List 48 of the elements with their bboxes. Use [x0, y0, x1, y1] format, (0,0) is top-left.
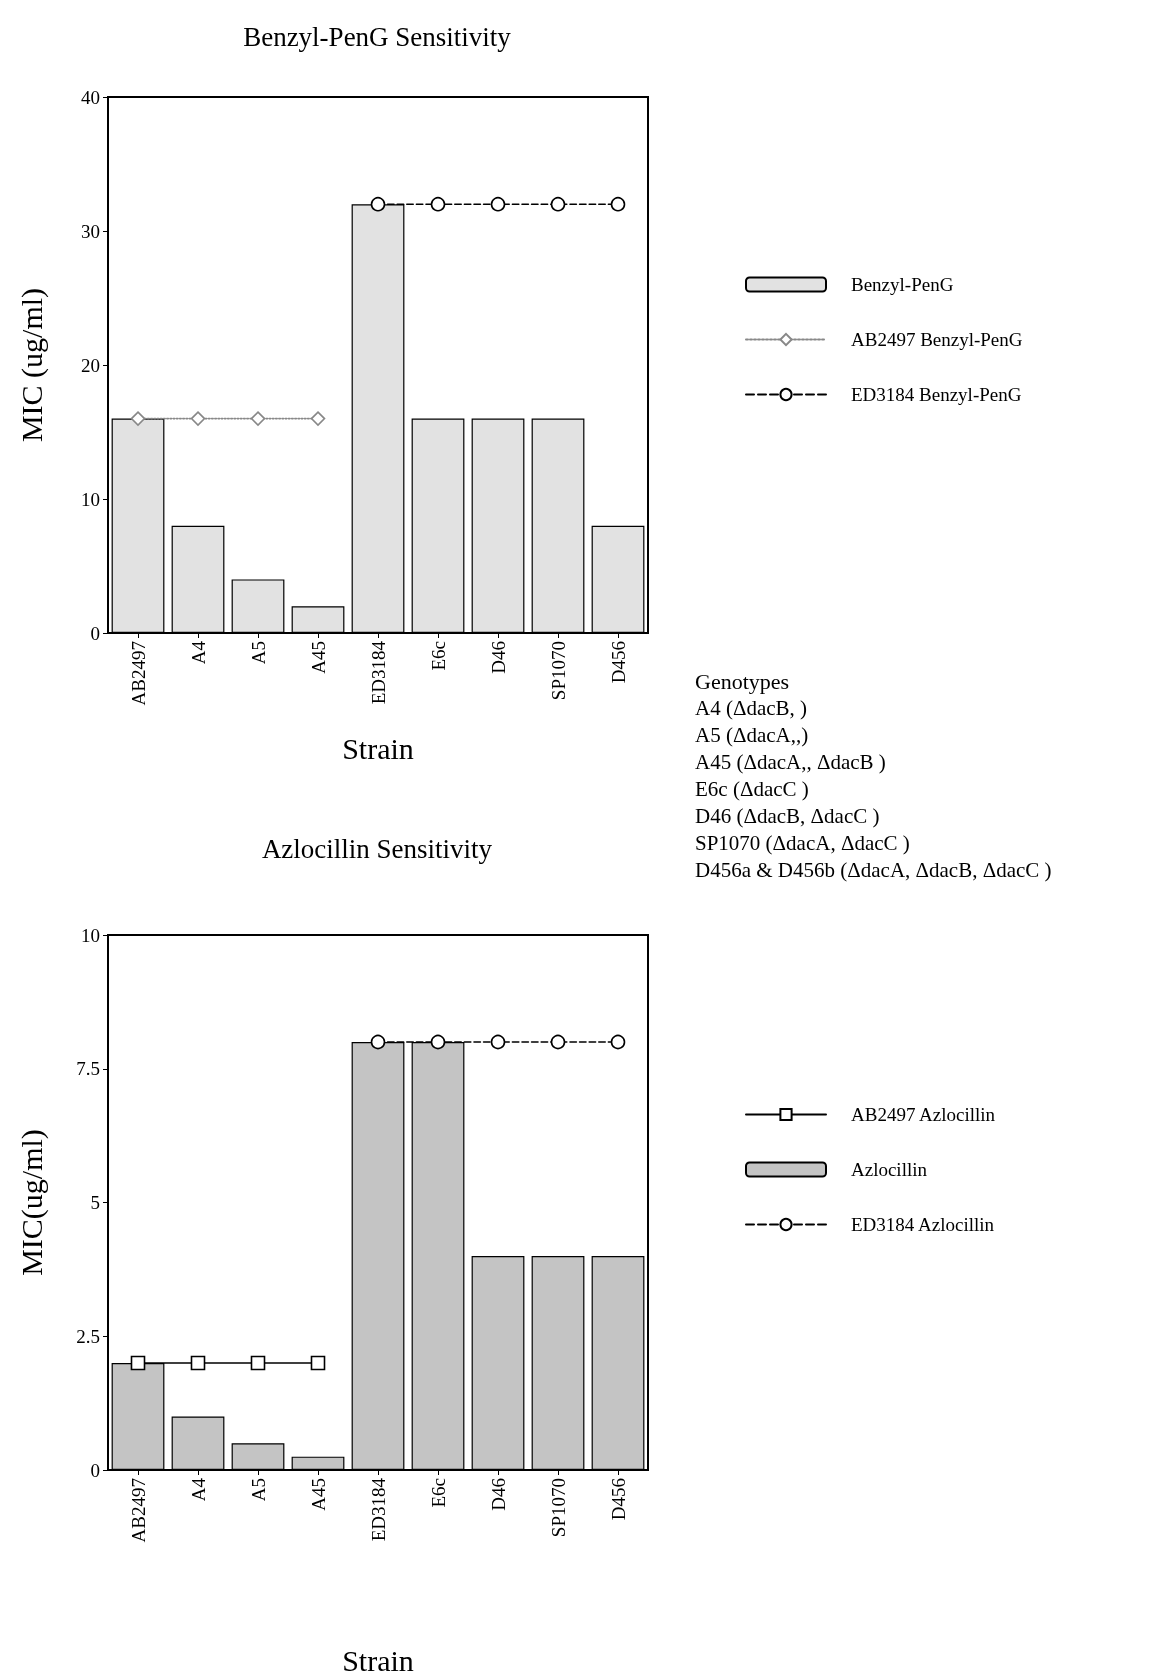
x-tick-label: E6c [427, 641, 449, 671]
x-tick-label: ED3184 [367, 1477, 389, 1542]
x-tick-label: ED3184 [367, 640, 389, 705]
x-tick-label: SP1070 [547, 641, 569, 701]
x-tick-label: SP1070 [547, 1478, 569, 1538]
x-tick-label: E6c [427, 1478, 449, 1508]
x-tick-label: D456 [607, 1478, 629, 1521]
legend-label: Benzyl-PenG [851, 274, 954, 295]
y-tick-label: 40 [81, 86, 100, 108]
x-tick-label: AB2497 [127, 641, 149, 706]
y-tick-label: 30 [81, 220, 100, 242]
y-tick-label: 20 [81, 354, 100, 376]
y-tick-label: 10 [81, 488, 100, 510]
text: SP1070 (ΔdacA, ΔdacC ) [695, 830, 911, 857]
text: Genotypes [695, 668, 791, 695]
x-tick-label: D456 [607, 641, 629, 684]
text: A4 (ΔdacB, ) [695, 695, 809, 722]
y-tick-label: 7.5 [76, 1058, 100, 1080]
x-tick-label: AB2497 [127, 1478, 149, 1543]
y-tick-label: 2.5 [76, 1325, 100, 1347]
text: D46 (ΔdacB, ΔdacC ) [695, 803, 881, 830]
x-tick-label: A4 [187, 1477, 209, 1502]
y-tick-label: 5 [90, 1192, 100, 1213]
y-tick-label: 10 [81, 924, 100, 946]
y-axis-title: MIC(ug/ml) [14, 1129, 49, 1276]
legend-label: ED3184 Azlocillin [851, 1214, 995, 1235]
x-tick-label: A5 [247, 1478, 269, 1502]
x-tick-label: D46 [487, 641, 509, 674]
y-tick-label: 0 [90, 1459, 100, 1481]
chart-title: Azlocillin Sensitivity [261, 833, 493, 864]
x-axis-title: Strain [342, 1643, 414, 1673]
legend-label: AB2497 Benzyl-PenG [851, 329, 1023, 350]
legend-label: ED3184 Benzyl-PenG [851, 384, 1022, 405]
text: A5 (ΔdacA,,) [695, 722, 810, 749]
x-tick-label: D46 [487, 1478, 509, 1511]
y-axis-title: MIC (ug/ml) [14, 287, 49, 443]
x-axis-title: Strain [342, 731, 414, 765]
x-tick-label: A5 [247, 641, 269, 665]
y-tick-label: 0 [90, 622, 100, 644]
legend-label: AB2497 Azlocillin [851, 1104, 996, 1125]
text: A45 (ΔdacA,, ΔdacB ) [695, 749, 887, 776]
text: E6c (ΔdacC ) [695, 776, 810, 803]
text: D456a & D456b (ΔdacA, ΔdacB, ΔdacC ) [695, 857, 1053, 884]
x-tick-label: A45 [307, 641, 329, 674]
x-tick-label: A45 [307, 1478, 329, 1511]
legend-label: Azlocillin [851, 1159, 928, 1180]
x-tick-label: A4 [187, 640, 209, 665]
chart-title: Benzyl-PenG Sensitivity [243, 21, 512, 52]
